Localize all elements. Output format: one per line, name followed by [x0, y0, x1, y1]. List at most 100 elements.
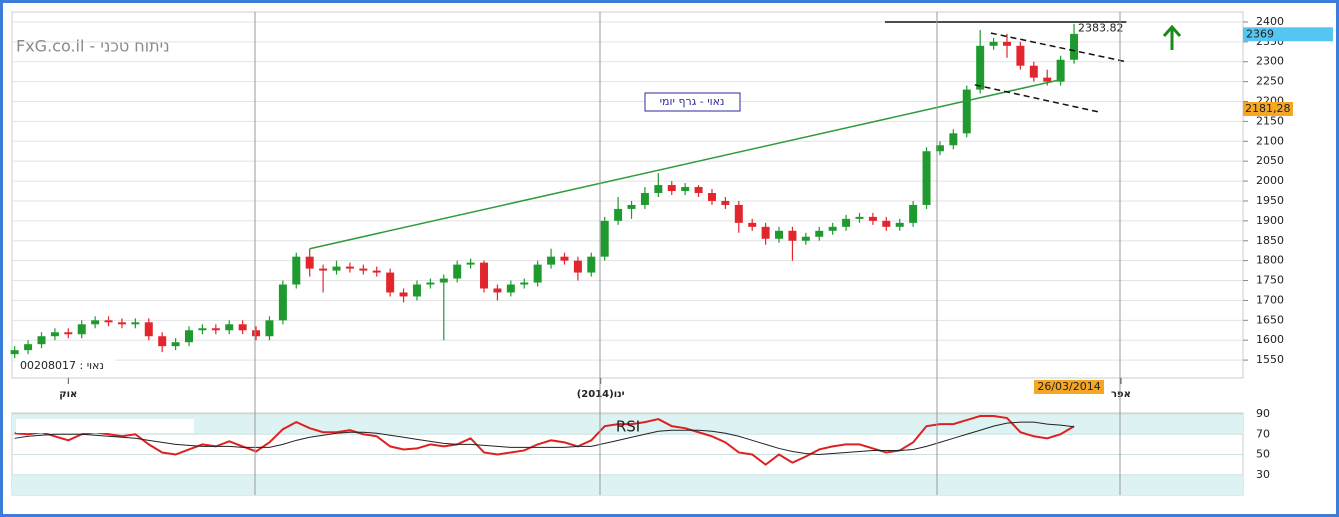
candle-body [265, 320, 274, 337]
candle-body [882, 220, 891, 227]
candle-body [439, 278, 448, 283]
candle-body [949, 133, 958, 146]
level-marker [1243, 101, 1293, 116]
rsi-line [14, 421, 1075, 456]
candle-body [493, 288, 502, 293]
candle-body [171, 342, 180, 347]
candle-body [386, 272, 395, 293]
panel-title: RSI [616, 418, 640, 436]
candle-body [707, 193, 716, 201]
y-tick-label: 50 [1256, 448, 1270, 461]
candle-body [788, 230, 797, 241]
candle-body [976, 45, 985, 90]
candle-body [252, 330, 261, 337]
candle-body [345, 266, 354, 269]
candle-body [77, 324, 86, 335]
candle-body [466, 262, 475, 265]
candle-body [399, 292, 408, 297]
y-tick-label: 2300 [1256, 55, 1284, 68]
y-tick-label: 2000 [1256, 174, 1284, 187]
rsi-legend-box [16, 419, 194, 433]
chart-label: נאוי - גרף יומי [660, 95, 725, 108]
x-tick-label: ינו(2014) [577, 389, 625, 400]
y-tick-label: 30 [1256, 468, 1270, 481]
candle-body [801, 236, 810, 241]
trendline [309, 78, 1061, 250]
candle-body [748, 222, 757, 227]
candle-body [506, 284, 515, 293]
candle-body [117, 322, 126, 325]
y-tick-label: 1600 [1256, 333, 1284, 346]
candle-body [935, 145, 944, 152]
candle-body [734, 204, 743, 223]
candle-body [319, 268, 328, 271]
candle-body [10, 350, 19, 355]
candle-body [989, 41, 998, 46]
candle-body [600, 220, 609, 257]
peak-label: 2383.82 [1078, 21, 1124, 34]
candle-body [694, 187, 703, 194]
y-tick-label: 1650 [1256, 313, 1284, 326]
candle-body [1029, 65, 1038, 78]
candle-body [305, 256, 314, 269]
candle-body [1002, 41, 1011, 46]
candle-body [868, 216, 877, 221]
candle-body [158, 336, 167, 347]
separators [254, 12, 1121, 495]
candle-body [761, 226, 770, 239]
candle-body [50, 332, 59, 337]
x-tick-label: אפר [1111, 389, 1131, 400]
candle-body [238, 324, 247, 331]
y-tick-label: 70 [1256, 427, 1270, 440]
candle-body [1016, 45, 1025, 66]
candle-body [828, 226, 837, 231]
candle-body [962, 89, 971, 134]
candle-body [104, 320, 113, 323]
level-marker-label: 2181,28 [1245, 102, 1291, 115]
y-tick-label: 90 [1256, 407, 1270, 420]
y-tick-label: 1750 [1256, 274, 1284, 287]
candle-body [775, 230, 784, 239]
y-tick-label: 1900 [1256, 214, 1284, 227]
candle-body [37, 336, 46, 345]
y-tick-label: 1850 [1256, 234, 1284, 247]
y-tick-label: 2250 [1256, 75, 1284, 88]
symbol-info: 00208017 : נאוי [20, 359, 104, 372]
trendline [974, 84, 1099, 113]
candle-body [815, 230, 824, 237]
date-label: 26/03/2014 [1037, 380, 1100, 393]
candle-body [855, 216, 864, 219]
info-box [15, 358, 115, 374]
price-marker [1243, 27, 1333, 42]
candle-body [627, 204, 636, 209]
candle-body [131, 322, 140, 325]
candle-body [144, 322, 153, 337]
candle-body [654, 185, 663, 194]
candle-body [533, 264, 542, 283]
candle-body [426, 282, 435, 285]
y-tick-label: 2100 [1256, 134, 1284, 147]
candle-body [1043, 77, 1052, 82]
background [11, 11, 1244, 496]
label-box [644, 92, 741, 112]
candle-body [278, 284, 287, 321]
candle-body [480, 262, 489, 289]
candle-body [1056, 59, 1065, 82]
candle-body [453, 264, 462, 279]
candle-body [909, 204, 918, 223]
candle-body [842, 218, 851, 227]
candle-body [640, 193, 649, 205]
candle-body [359, 268, 368, 271]
main-panel [11, 11, 1244, 379]
y-tick-label: 2150 [1256, 114, 1284, 127]
candle-body [211, 328, 220, 331]
candle-body [614, 208, 623, 221]
date-box [1034, 380, 1105, 394]
candle-body [292, 256, 301, 285]
candle-body [895, 222, 904, 227]
y-tick-label: 1800 [1256, 254, 1284, 267]
candle-body [372, 270, 381, 273]
candle-body [681, 187, 690, 192]
price-marker-label: 2369 [1246, 27, 1274, 40]
candle-body [332, 266, 341, 271]
